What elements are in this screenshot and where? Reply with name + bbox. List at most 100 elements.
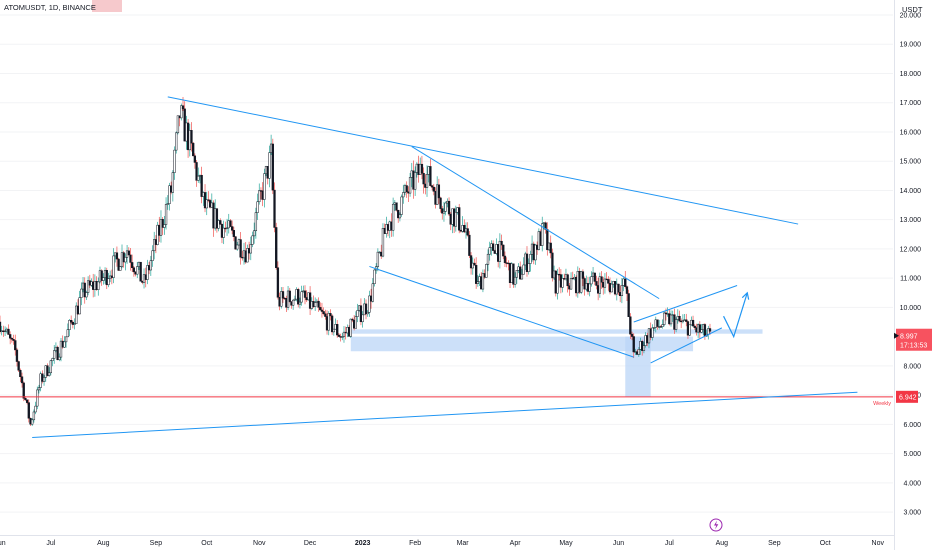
candle-body[interactable] [327,313,330,331]
candle-body[interactable] [249,244,252,254]
candle-body[interactable] [131,262,134,268]
candle-body[interactable] [102,277,105,281]
candle-body[interactable] [32,411,36,421]
candle-body[interactable] [42,377,46,382]
candle-body[interactable] [473,262,476,266]
candle-body[interactable] [444,202,447,212]
candle-body[interactable] [251,235,254,245]
candle-body[interactable] [263,173,266,200]
candle-body[interactable] [500,240,503,246]
candle-body[interactable] [429,166,432,186]
candle-body[interactable] [466,228,469,236]
candle-body[interactable] [519,266,522,280]
candle-body[interactable] [405,185,408,193]
candle-body[interactable] [53,350,56,359]
candle-body[interactable] [551,252,554,279]
candle-body[interactable] [322,311,325,315]
candle-body[interactable] [7,328,10,335]
candle-body[interactable] [468,234,471,256]
candle-body[interactable] [19,369,22,377]
candle-body[interactable] [17,361,20,371]
candle-body[interactable] [361,314,364,323]
candle-body[interactable] [442,211,446,214]
candle-body[interactable] [207,199,210,201]
candle-body[interactable] [115,252,119,260]
candle-body[interactable] [351,318,354,321]
candle-body[interactable] [627,293,630,317]
candle-body[interactable] [100,270,103,281]
candle-body[interactable] [171,172,174,193]
candle-body[interactable] [63,341,66,348]
lightning-icon[interactable] [709,518,723,532]
candle-body[interactable] [414,172,417,190]
last-price-badge[interactable] [896,328,932,351]
candle-body[interactable] [512,263,515,285]
candle-body[interactable] [146,265,149,280]
candle-body[interactable] [14,340,17,351]
candle-body[interactable] [71,321,75,325]
candle-body[interactable] [486,253,490,265]
symbol-title[interactable]: ATOMUSDT, 1D, BINANCE [4,3,96,12]
candle-body[interactable] [402,192,405,198]
candle-body[interactable] [652,327,656,329]
candle-body[interactable] [239,239,242,258]
candle-body[interactable] [663,312,666,325]
candle-body[interactable] [253,230,256,237]
candle-body[interactable] [425,174,429,188]
candle-body[interactable] [607,279,610,284]
candle-body[interactable] [319,307,322,311]
candle-body[interactable] [68,320,71,330]
candle-body[interactable] [280,291,283,307]
candle-body[interactable] [288,290,291,302]
candle-body[interactable] [73,323,76,325]
candle-body[interactable] [359,305,363,323]
candle-body[interactable] [678,315,681,322]
candle-body[interactable] [219,220,222,225]
candle-body[interactable] [300,291,303,303]
candle-body[interactable] [691,319,695,327]
candle-body[interactable] [581,271,585,279]
candle-body[interactable] [624,278,627,287]
candle-body[interactable] [603,278,607,288]
candle-body[interactable] [46,365,49,376]
candle-body[interactable] [236,244,239,250]
trendline[interactable] [32,391,858,439]
candle-body[interactable] [47,372,51,376]
trendline[interactable] [411,146,660,300]
candle-body[interactable] [230,226,234,231]
trendline[interactable] [650,327,723,364]
candle-body[interactable] [166,203,169,205]
candle-body[interactable] [234,236,237,250]
candle-body[interactable] [437,184,441,199]
candle-body[interactable] [693,325,696,328]
candle-body[interactable] [698,324,701,333]
trendline[interactable] [633,284,738,323]
candle-body[interactable] [229,220,232,227]
candle-body[interactable] [561,278,564,288]
candle-body[interactable] [469,255,473,269]
candle-body[interactable] [303,290,307,298]
candle-body[interactable] [49,360,52,374]
candle-body[interactable] [190,130,193,144]
candle-body[interactable] [502,244,505,257]
candle-body[interactable] [139,261,142,282]
candle-body[interactable] [59,340,63,358]
candle-body[interactable] [37,387,41,391]
candle-body[interactable] [31,419,34,425]
candle-body[interactable] [620,285,624,296]
candle-body[interactable] [397,210,400,219]
candle-body[interactable] [354,316,357,329]
candle-body[interactable] [25,399,29,403]
candle-body[interactable] [513,276,517,285]
candle-body[interactable] [83,282,86,298]
candle-body[interactable] [395,202,398,211]
candle-body[interactable] [256,201,259,213]
candle-body[interactable] [476,281,479,284]
candle-body[interactable] [420,163,424,174]
time-axis[interactable]: Jun Jul Aug Sep Oct Nov Dec 2023 Feb Mar Apr May Jun… [0,540,884,547]
candle-body[interactable] [430,185,434,188]
candle-body[interactable] [381,228,385,257]
candle-body[interactable] [341,336,344,338]
candle-body[interactable] [556,273,559,294]
